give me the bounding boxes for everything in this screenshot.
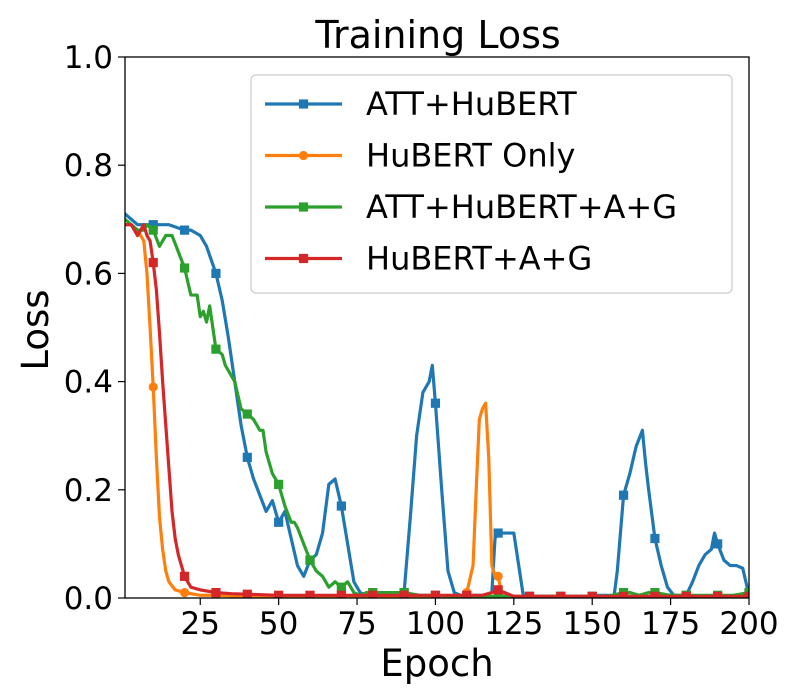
data-point-legend-3 <box>298 253 309 264</box>
data-point-0 <box>618 490 629 500</box>
data-point-2 <box>242 409 252 419</box>
data-point-2 <box>493 591 503 598</box>
data-point-3 <box>713 591 723 598</box>
axes: 25 50 75 100 125 150 175 200 0.0 0.2 0.4 0.6 0.8 1.0 <box>64 40 779 642</box>
y-axis-title: Loss <box>14 289 57 370</box>
x-tick-label: 125 <box>484 606 543 642</box>
data-point-3 <box>368 590 378 598</box>
data-point-3 <box>274 590 284 598</box>
data-point-legend-2 <box>298 202 309 212</box>
data-point-1 <box>148 382 158 392</box>
data-point-3 <box>681 591 691 598</box>
data-point-3 <box>524 591 535 598</box>
plot-area <box>125 212 749 598</box>
x-tick-label: 150 <box>563 606 622 642</box>
legend-item: HuBERT+A+G <box>265 240 592 278</box>
data-point-0 <box>274 517 284 527</box>
data-point-0 <box>179 225 190 235</box>
data-point-2 <box>274 479 284 489</box>
data-point-0 <box>430 398 441 408</box>
data-point-3 <box>179 571 190 581</box>
legend-item: ATT+HuBERT <box>265 85 577 123</box>
data-point-legend-0 <box>298 99 309 109</box>
legend-label: ATT+HuBERT <box>366 85 577 123</box>
data-point-3 <box>650 591 660 598</box>
data-point-3 <box>744 591 749 598</box>
y-tick-label: 0.0 <box>64 581 113 617</box>
data-point-2 <box>179 263 190 273</box>
data-point-2 <box>211 344 221 354</box>
data-point-0 <box>493 528 503 538</box>
data-point-legend-1 <box>298 150 309 161</box>
x-tick-label: 75 <box>337 606 376 642</box>
data-point-3 <box>305 590 315 598</box>
data-point-0 <box>211 268 221 278</box>
data-point-0 <box>650 533 660 544</box>
data-point-3 <box>242 589 252 598</box>
plot-frame <box>124 56 750 599</box>
x-axis-title: Epoch <box>380 642 493 685</box>
y-tick-label: 1.0 <box>64 40 113 76</box>
data-point-0 <box>713 539 723 549</box>
legend-label: HuBERT+A+G <box>366 240 592 278</box>
data-point-1 <box>179 587 190 598</box>
legend: ATT+HuBERT HuBERT Only ATT+HuBERT+A+G HuBER… <box>250 74 733 294</box>
x-tick-label: 100 <box>406 606 465 642</box>
y-tick-label: 0.4 <box>64 365 113 401</box>
data-point-3 <box>462 590 472 598</box>
legend-label: ATT+HuBERT+A+G <box>366 188 677 226</box>
data-point-3 <box>211 587 221 598</box>
data-point-0 <box>148 220 158 230</box>
legend-box <box>250 74 733 294</box>
data-point-3 <box>336 590 346 598</box>
data-point-0 <box>336 501 346 511</box>
y-tick-label: 0.2 <box>64 473 113 509</box>
x-tick-label: 200 <box>719 606 778 642</box>
x-tick-label: 50 <box>259 606 298 642</box>
data-point-2 <box>305 555 315 565</box>
legend-item: HuBERT Only <box>265 137 575 175</box>
data-point-3 <box>399 590 409 598</box>
data-point-1 <box>493 571 503 581</box>
data-point-3 <box>618 591 629 598</box>
x-tick-label: 175 <box>641 606 700 642</box>
y-tick-label: 0.6 <box>64 256 113 292</box>
data-point-3 <box>493 585 503 595</box>
x-tick-label: 25 <box>181 606 220 642</box>
data-point-3 <box>430 590 441 598</box>
data-point-3 <box>556 591 566 598</box>
chart-title: Training Loss <box>314 13 560 57</box>
series-line-0 <box>125 212 749 598</box>
data-point-3 <box>587 591 597 598</box>
series-3 <box>125 223 749 598</box>
data-point-2 <box>148 225 158 235</box>
data-point-3 <box>148 257 158 268</box>
data-point-0 <box>242 452 252 462</box>
legend-label: HuBERT Only <box>366 137 575 175</box>
legend-item: ATT+HuBERT+A+G <box>265 188 677 226</box>
data-point-2 <box>336 582 346 592</box>
y-tick-label: 0.8 <box>64 148 113 184</box>
